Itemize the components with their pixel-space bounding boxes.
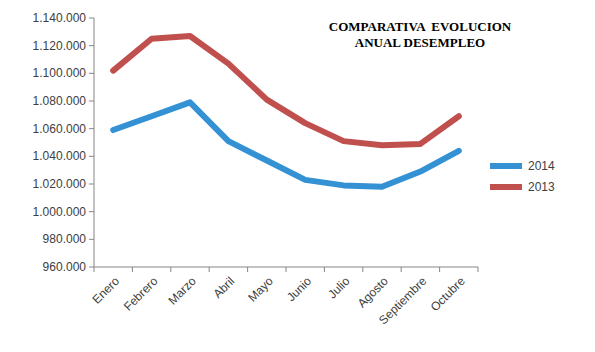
x-tick-label: Febrero	[121, 274, 161, 314]
x-tick-label: Agosto	[355, 274, 392, 311]
x-tick-label: Enero	[90, 274, 123, 307]
x-tick	[324, 267, 325, 272]
legend-swatch	[490, 163, 522, 169]
x-tick	[209, 267, 210, 272]
plot-area	[113, 36, 459, 187]
x-tick	[401, 267, 402, 272]
y-tick-label: 1.040.000	[33, 149, 87, 163]
series-line	[113, 36, 459, 145]
y-tick	[89, 128, 94, 129]
y-tick-label: 1.000.000	[33, 205, 87, 219]
y-tick-label: 1.060.000	[33, 122, 87, 136]
x-tick-label: Abril	[210, 274, 237, 301]
x-tick	[170, 267, 171, 272]
y-tick	[89, 101, 94, 102]
x-tick-label: Septiembre	[376, 274, 430, 328]
y-tick	[89, 18, 94, 19]
y-tick-label: 1.020.000	[33, 177, 87, 191]
y-tick-label: 980.000	[43, 232, 87, 246]
x-tick-label: Julio	[325, 274, 353, 302]
chart-title: COMPARATIVA EVOLUCIONANUAL DESEMPLEO	[329, 19, 512, 50]
x-tick	[286, 267, 287, 272]
x-tick-label: Marzo	[165, 274, 199, 308]
x-tick	[132, 267, 133, 272]
y-tick	[89, 156, 94, 157]
y-tick	[89, 267, 94, 268]
y-tick-label: 1.080.000	[33, 94, 87, 108]
y-axis	[94, 18, 95, 267]
title-line: COMPARATIVA EVOLUCION	[329, 19, 512, 34]
x-tick	[478, 267, 479, 272]
x-tick-label: Junio	[284, 274, 314, 304]
y-tick	[89, 45, 94, 46]
y-tick	[89, 239, 94, 240]
y-tick	[89, 211, 94, 212]
title-line: ANUAL DESEMPLEO	[355, 35, 485, 50]
y-tick-label: 1.120.000	[33, 39, 87, 53]
x-tick-label: Octubre	[428, 274, 468, 314]
x-tick	[439, 267, 440, 272]
y-tick-label: 1.100.000	[33, 66, 87, 80]
chart: 960.000 980.000 1.000.000 1.020.000 1.040.00…	[0, 0, 595, 352]
legend-label: 2013	[528, 180, 555, 194]
legend-swatch	[490, 184, 522, 190]
x-tick	[362, 267, 363, 272]
y-tick	[89, 184, 94, 185]
y-tick-label: 960.000	[43, 260, 87, 274]
x-tick	[247, 267, 248, 272]
x-tick	[94, 267, 95, 272]
y-tick-label: 1.140.000	[33, 11, 87, 25]
x-tick-label: Mayo	[245, 274, 276, 305]
y-tick	[89, 73, 94, 74]
legend-label: 2014	[528, 159, 555, 173]
